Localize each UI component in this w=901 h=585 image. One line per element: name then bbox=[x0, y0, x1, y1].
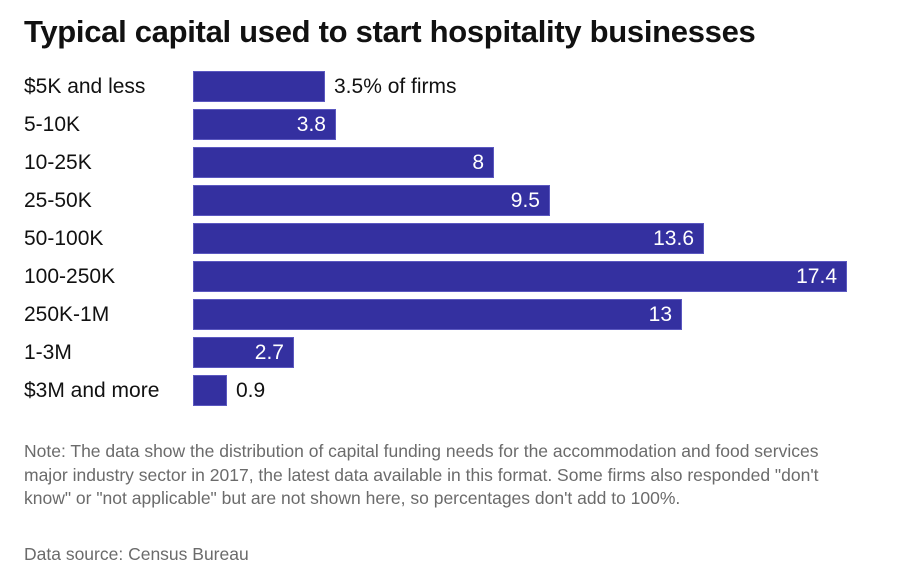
bar-row: 100-250K 17.4 bbox=[0, 261, 901, 292]
bar-row: 10-25K 8 bbox=[0, 147, 901, 178]
value-label: 9.5 bbox=[510, 189, 540, 212]
chart-title: Typical capital used to start hospitalit… bbox=[24, 14, 756, 49]
value-label: 17.4 bbox=[796, 265, 837, 288]
bar: 3.8 bbox=[193, 109, 336, 140]
bar: 13 bbox=[193, 299, 682, 330]
bar bbox=[193, 71, 325, 102]
category-label: $5K and less bbox=[24, 75, 146, 98]
value-label: 8 bbox=[472, 151, 484, 174]
bar-row: 5-10K 3.8 bbox=[0, 109, 901, 140]
value-label: 3.5% of firms bbox=[334, 75, 457, 98]
value-label: 3.8 bbox=[296, 113, 326, 136]
bar bbox=[193, 375, 227, 406]
category-label: 1-3M bbox=[24, 341, 72, 364]
chart-note: Note: The data show the distribution of … bbox=[24, 441, 819, 508]
category-label: 100-250K bbox=[24, 265, 116, 288]
bar: 13.6 bbox=[193, 223, 704, 254]
value-label: 13 bbox=[648, 303, 672, 326]
value-label: 2.7 bbox=[254, 341, 284, 364]
category-label: 10-25K bbox=[24, 151, 92, 174]
category-label: $3M and more bbox=[24, 379, 160, 402]
category-label: 25-50K bbox=[24, 189, 92, 212]
bar-row: 50-100K 13.6 bbox=[0, 223, 901, 254]
bar: 9.5 bbox=[193, 185, 550, 216]
bar-row: $5K and less 3.5% of firms bbox=[0, 71, 901, 102]
bar: 17.4 bbox=[193, 261, 847, 292]
value-label: 0.9 bbox=[236, 379, 266, 402]
data-source: Data source: Census Bureau bbox=[24, 544, 249, 564]
category-label: 50-100K bbox=[24, 227, 104, 250]
bar-row: 250K-1M 13 bbox=[0, 299, 901, 330]
category-label: 250K-1M bbox=[24, 303, 110, 326]
value-label: 13.6 bbox=[653, 227, 694, 250]
bar: 2.7 bbox=[193, 337, 294, 368]
bar-row: 1-3M 2.7 bbox=[0, 337, 901, 368]
bar-row: $3M and more 0.9 bbox=[0, 375, 901, 406]
bar-row: 25-50K 9.5 bbox=[0, 185, 901, 216]
category-label: 5-10K bbox=[24, 113, 81, 136]
bar: 8 bbox=[193, 147, 494, 178]
